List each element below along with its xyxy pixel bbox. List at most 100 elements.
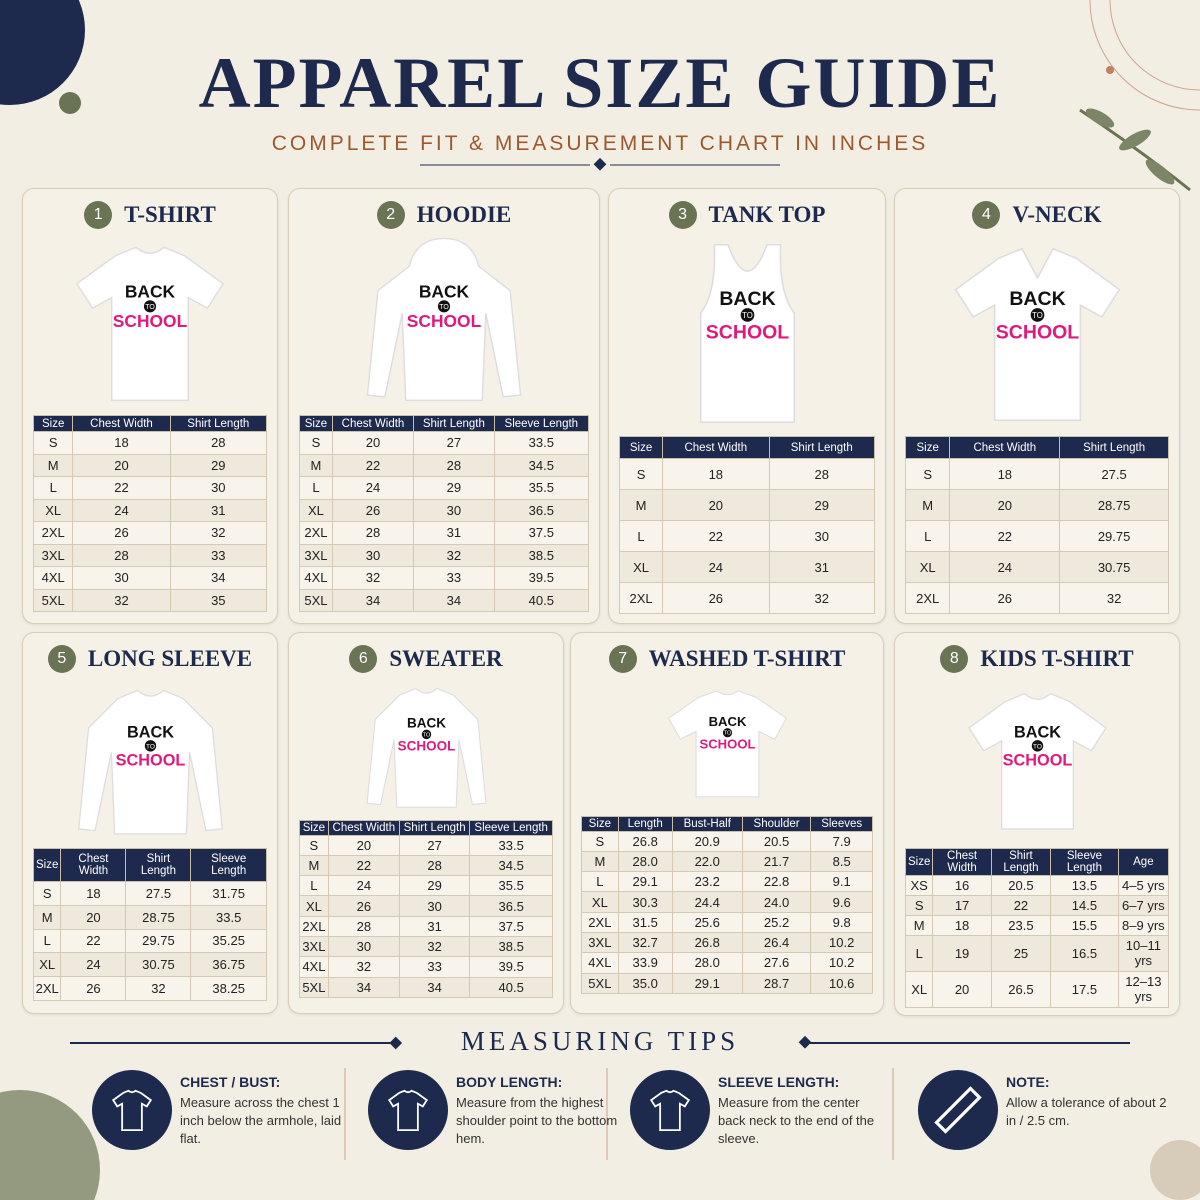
column-header: Chest Width bbox=[60, 847, 127, 883]
table-cell: 29.1 bbox=[617, 871, 673, 893]
table-row: L 29.1 23.2 22.8 9.1 bbox=[581, 871, 873, 893]
table-row: M 22 28 34.5 bbox=[299, 854, 553, 877]
table-row: XS 16 20.5 13.5 4–5 yrs bbox=[904, 875, 1170, 897]
table-cell: 35.0 bbox=[617, 972, 673, 995]
table-cell: S bbox=[618, 458, 664, 491]
table-cell: 23.5 bbox=[990, 914, 1052, 936]
table-cell: 26 bbox=[949, 582, 1061, 614]
size-card: 3 TANK TOP BACK TO SCHOOL Size Chest Width Shir… bbox=[608, 188, 886, 624]
table-cell: 25.6 bbox=[671, 911, 743, 934]
icon bbox=[934, 1086, 982, 1134]
print-line: TO bbox=[1032, 311, 1043, 320]
table-cell: 38.25 bbox=[190, 976, 267, 1001]
column-header: Chest Width bbox=[72, 414, 171, 433]
print-line: SCHOOL bbox=[407, 311, 482, 331]
table-cell: L bbox=[32, 928, 62, 954]
table-cell: 32 bbox=[398, 936, 471, 958]
size-table: Size Chest Width Shirt Length Sleeve Length… bbox=[904, 847, 1170, 1009]
table-row: 3XL 30 32 38.5 bbox=[299, 936, 553, 958]
table-row: 2XL 26 32 bbox=[32, 521, 268, 545]
table-cell: 19 bbox=[932, 934, 992, 972]
table-row: XL 20 26.5 17.5 12–13 yrs bbox=[904, 970, 1170, 1009]
print-line: SCHOOL bbox=[705, 321, 789, 343]
header-row: Size Chest Width Shirt Length Sleeve Length bbox=[32, 847, 267, 883]
column-header: Bust-Half bbox=[671, 816, 743, 832]
table-row: 2XL 26 32 38.25 bbox=[32, 976, 267, 1001]
table-cell: 26 bbox=[327, 895, 400, 917]
table-cell: 29 bbox=[768, 489, 876, 522]
table-cell: XL bbox=[618, 551, 664, 584]
table-cell: 38.5 bbox=[469, 936, 553, 958]
table-cell: 31.5 bbox=[617, 911, 673, 934]
table-cell: 18 bbox=[72, 431, 171, 455]
table-cell: 31 bbox=[768, 551, 876, 584]
tip-icon bbox=[368, 1070, 448, 1150]
table-cell: 27 bbox=[398, 834, 471, 856]
header-row: Size Chest Width Shirt Length Sleeve Length bbox=[299, 820, 553, 836]
column-header: Size bbox=[904, 435, 951, 460]
table-row: XL 26 30 36.5 bbox=[299, 895, 553, 917]
table-cell: 29.1 bbox=[671, 972, 743, 995]
header-row: Size Length Bust-Half Shoulder Sleeves bbox=[581, 816, 873, 832]
tip-text: Measure across the chest 1 inch below th… bbox=[180, 1095, 342, 1146]
table-cell: XL bbox=[32, 498, 74, 523]
tip-text: Measure from the center back neck to the… bbox=[718, 1095, 875, 1146]
table-cell: 7.9 bbox=[810, 830, 873, 852]
table-cell: 33 bbox=[169, 543, 268, 568]
print-line: TO bbox=[439, 304, 449, 311]
card-title: 3 TANK TOP bbox=[609, 201, 885, 229]
size-card: 1 T-SHIRT BACK TO SCHOOL Size Chest Width Shirt… bbox=[22, 188, 278, 624]
card-number: 6 bbox=[349, 645, 378, 673]
table-row: M 20 28.75 33.5 bbox=[32, 904, 267, 930]
table-cell: 36.5 bbox=[493, 498, 590, 523]
card-number: 5 bbox=[47, 645, 76, 673]
table-cell: 33.9 bbox=[617, 952, 673, 974]
table-cell: 29 bbox=[169, 453, 268, 478]
table-cell: 8–9 yrs bbox=[1117, 914, 1170, 936]
table-cell: S bbox=[904, 458, 951, 491]
table-cell: 24.0 bbox=[741, 891, 812, 913]
table-cell: L bbox=[904, 520, 951, 553]
table-row: S 18 27.5 31.75 bbox=[32, 881, 267, 906]
table-row: 4XL 33.9 28.0 27.6 10.2 bbox=[581, 952, 873, 974]
table-cell: M bbox=[904, 914, 934, 936]
size-card: 6 SWEATER BACK TO SCHOOL Size Chest Width Shirt… bbox=[288, 632, 564, 1014]
table-cell: 10–11 yrs bbox=[1117, 934, 1170, 972]
table-cell: L bbox=[32, 476, 74, 500]
table-cell: 30 bbox=[327, 936, 400, 958]
table-cell: XL bbox=[581, 891, 619, 913]
table-row: S 18 27.5 bbox=[904, 458, 1169, 491]
table-row: S 20 27 33.5 bbox=[299, 431, 590, 455]
column-header: Chest Width bbox=[662, 435, 770, 460]
table-row: L 24 29 35.5 bbox=[299, 875, 553, 897]
table-cell: 14.5 bbox=[1050, 895, 1119, 916]
table-cell: 3XL bbox=[299, 543, 333, 568]
table-cell: 28 bbox=[72, 543, 171, 568]
table-cell: 35 bbox=[169, 588, 268, 612]
table-cell: 31 bbox=[398, 915, 471, 938]
table-cell: 22.0 bbox=[671, 850, 743, 873]
print-line: SCHOOL bbox=[995, 321, 1079, 343]
table-cell: 28.0 bbox=[617, 850, 673, 873]
table-row: 4XL 32 33 39.5 bbox=[299, 956, 553, 978]
table-cell: 35.5 bbox=[469, 875, 553, 897]
table-cell: 40.5 bbox=[493, 588, 590, 612]
header-row: Size Chest Width Shirt Length bbox=[904, 435, 1169, 460]
size-table: Size Chest Width Shirt Length S 18 28 M 20 29 L 22… bbox=[32, 414, 268, 612]
table-cell: 32 bbox=[169, 521, 268, 545]
table-cell: 20 bbox=[949, 489, 1061, 522]
table-cell: L bbox=[618, 520, 664, 553]
table-cell: 2XL bbox=[618, 582, 664, 614]
table-cell: 34 bbox=[413, 588, 495, 612]
table-cell: 39.5 bbox=[469, 956, 553, 978]
print-dot bbox=[1030, 308, 1044, 322]
table-cell: 6–7 yrs bbox=[1117, 895, 1170, 916]
table-cell: 32 bbox=[331, 566, 415, 590]
table-cell: 4–5 yrs bbox=[1117, 875, 1170, 897]
print-line: BACK bbox=[419, 282, 470, 302]
table-cell: 9.6 bbox=[810, 891, 873, 913]
